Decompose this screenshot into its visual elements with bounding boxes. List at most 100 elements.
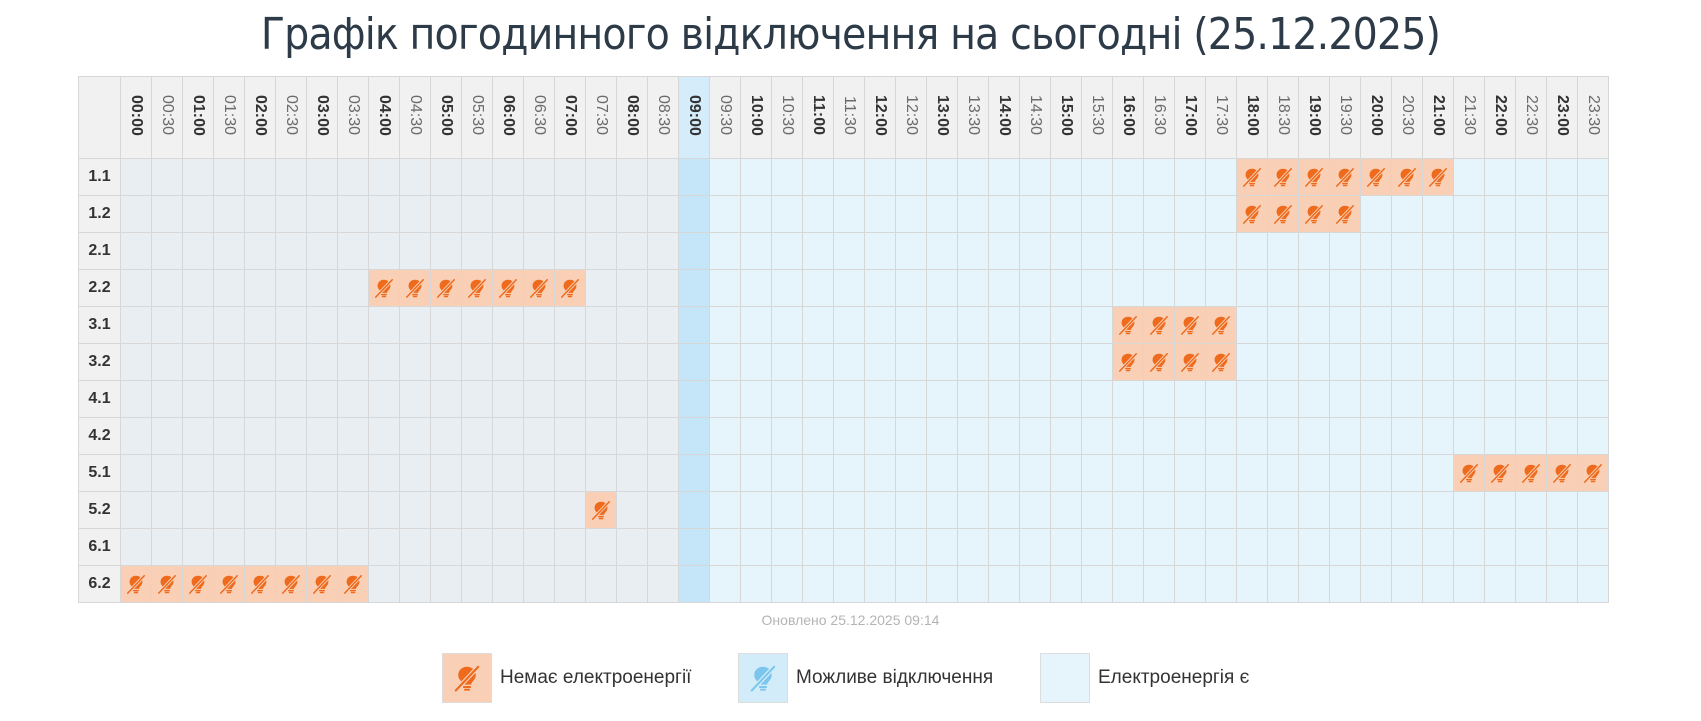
time-label: 22:00 xyxy=(1492,94,1509,136)
power-on-cell xyxy=(275,454,307,492)
power-on-cell xyxy=(1019,306,1051,344)
power-on-cell xyxy=(1112,232,1144,270)
group-label: 5.1 xyxy=(78,454,121,492)
power-on-cell xyxy=(802,158,834,196)
power-on-cell xyxy=(1081,195,1113,233)
power-on-cell xyxy=(957,417,989,455)
power-on-cell xyxy=(1422,417,1454,455)
time-header-cell: 22:00 xyxy=(1484,76,1516,159)
time-header-cell: 19:00 xyxy=(1298,76,1330,159)
power-on-cell xyxy=(1329,528,1361,566)
power-on-cell xyxy=(1050,380,1082,418)
power-on-cell xyxy=(368,454,400,492)
power-on-cell xyxy=(1360,454,1392,492)
power-on-cell xyxy=(1577,380,1609,418)
power-on-cell xyxy=(988,491,1020,529)
power-on-cell xyxy=(833,380,865,418)
time-header-cell: 13:00 xyxy=(926,76,958,159)
time-header-cell: 06:00 xyxy=(492,76,524,159)
power-on-cell xyxy=(337,454,369,492)
power-on-cell xyxy=(1205,380,1237,418)
outage-cell xyxy=(1236,195,1268,233)
power-on-cell xyxy=(151,343,183,381)
power-on-cell xyxy=(585,417,617,455)
power-on-cell xyxy=(1515,195,1547,233)
power-on-cell xyxy=(1546,380,1578,418)
time-header-cell: 09:30 xyxy=(709,76,741,159)
time-header-cell: 14:30 xyxy=(1019,76,1051,159)
power-on-cell xyxy=(1019,454,1051,492)
power-on-cell xyxy=(895,195,927,233)
power-on-cell xyxy=(1546,417,1578,455)
power-on-cell xyxy=(1236,343,1268,381)
power-on-cell xyxy=(957,454,989,492)
power-on-cell xyxy=(1019,565,1051,603)
power-on-cell xyxy=(1019,528,1051,566)
power-on-cell xyxy=(988,306,1020,344)
power-on-cell xyxy=(585,565,617,603)
power-on-cell xyxy=(1298,232,1330,270)
power-on-cell xyxy=(802,343,834,381)
outage-cell xyxy=(1484,454,1516,492)
power-on-cell xyxy=(368,417,400,455)
power-on-cell xyxy=(895,232,927,270)
power-on-cell xyxy=(1453,306,1485,344)
power-on-cell xyxy=(120,306,152,344)
outage-cell xyxy=(554,269,586,307)
power-on-cell xyxy=(492,306,524,344)
power-on-cell xyxy=(740,195,772,233)
no-power-bulb-icon xyxy=(1118,315,1138,336)
legend-item-no-power: Немає електроенергії xyxy=(442,652,691,704)
power-on-cell xyxy=(1174,528,1206,566)
power-on-cell xyxy=(1391,195,1423,233)
outage-cell xyxy=(399,269,431,307)
power-on-cell xyxy=(647,417,679,455)
time-label: 07:30 xyxy=(593,94,610,136)
power-on-cell xyxy=(585,343,617,381)
time-label: 12:00 xyxy=(872,94,889,136)
power-on-cell xyxy=(1484,417,1516,455)
outage-cell xyxy=(1546,454,1578,492)
power-on-cell xyxy=(1267,528,1299,566)
no-power-bulb-icon xyxy=(157,574,177,595)
power-on-cell xyxy=(1081,454,1113,492)
power-on-cell xyxy=(740,232,772,270)
power-on-cell xyxy=(1143,417,1175,455)
power-on-cell xyxy=(1453,158,1485,196)
power-on-cell xyxy=(182,232,214,270)
power-on-cell xyxy=(1546,491,1578,529)
group-row: 6.1 xyxy=(78,528,1609,566)
power-on-cell xyxy=(740,269,772,307)
power-on-cell xyxy=(833,306,865,344)
power-on-cell xyxy=(988,565,1020,603)
power-on-cell xyxy=(554,195,586,233)
group-row: 3.2 xyxy=(78,343,1609,381)
no-power-bulb-icon xyxy=(1583,463,1603,484)
time-label: 09:30 xyxy=(717,94,734,136)
power-on-cell xyxy=(554,343,586,381)
power-on-cell xyxy=(957,269,989,307)
no-power-bulb-icon xyxy=(1118,352,1138,373)
power-on-cell xyxy=(1546,232,1578,270)
outage-cell xyxy=(1298,195,1330,233)
power-on-cell xyxy=(709,454,741,492)
power-on-cell xyxy=(771,417,803,455)
power-on-cell xyxy=(1546,195,1578,233)
power-on-cell xyxy=(244,528,276,566)
power-on-cell xyxy=(554,565,586,603)
power-on-cell xyxy=(957,343,989,381)
outage-cell xyxy=(1205,306,1237,344)
power-on-cell xyxy=(864,158,896,196)
power-on-cell xyxy=(1360,528,1392,566)
no-power-bulb-icon xyxy=(1273,167,1293,188)
schedule-table: 00:00 00:30 01:00 01:30 02:00 02:30 03:00 03:30… xyxy=(78,76,1609,603)
power-on-cell xyxy=(1546,306,1578,344)
time-header-cell: 09:00 xyxy=(678,76,710,159)
power-on-cell xyxy=(1081,269,1113,307)
group-label: 6.2 xyxy=(78,565,121,603)
power-on-cell xyxy=(244,417,276,455)
current-slot-cell xyxy=(678,380,710,418)
group-row: 6.2 xyxy=(78,565,1609,603)
power-on-cell xyxy=(1112,380,1144,418)
power-on-cell xyxy=(1298,269,1330,307)
